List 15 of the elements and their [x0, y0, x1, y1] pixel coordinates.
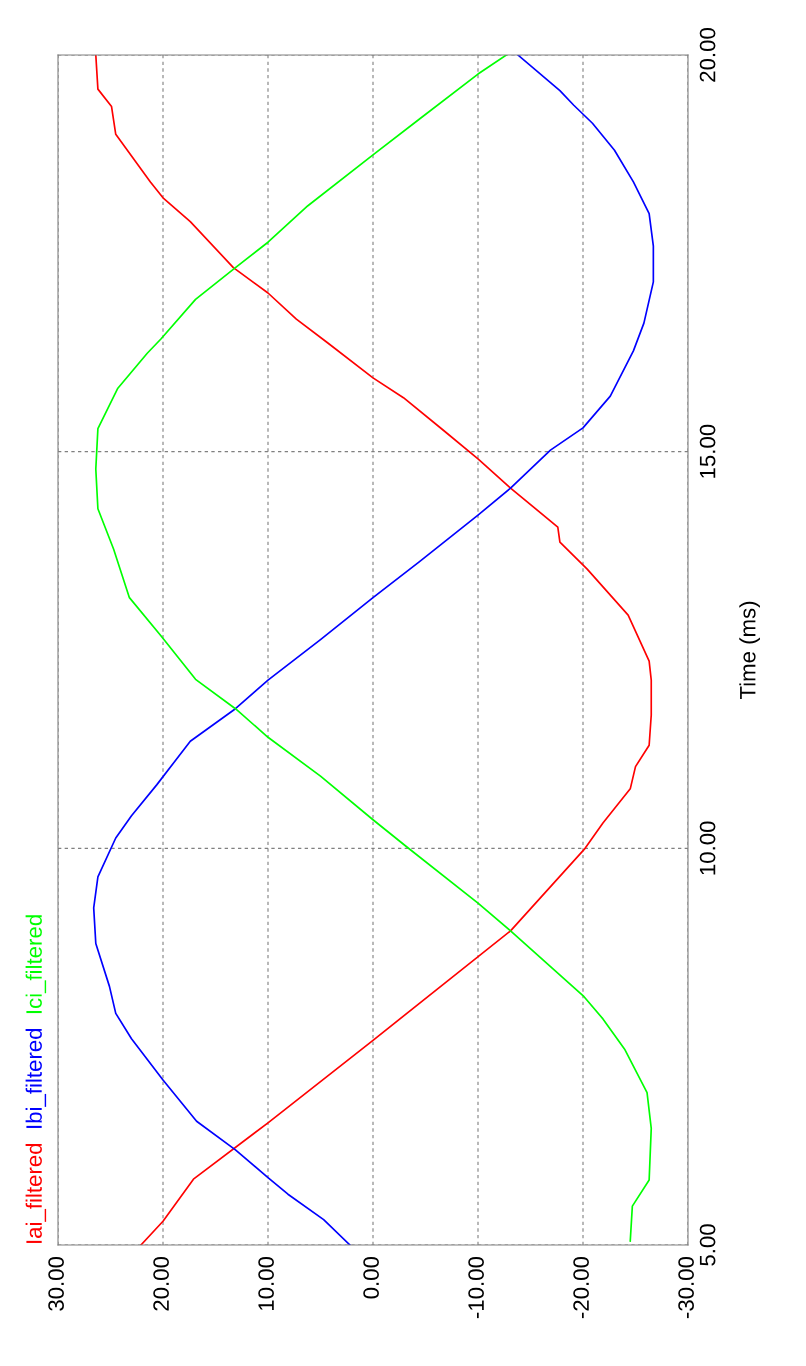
text: Ibi_filtered: [25, 1028, 47, 1128]
x-tick-label: 0.00: [363, 1256, 379, 1299]
x-tick-label: 20.00: [153, 1256, 169, 1311]
text: Iai_filtered: [25, 1143, 47, 1243]
y-tick-label: 5.00: [699, 1224, 716, 1266]
text: Ici_filtered: [25, 915, 47, 1014]
y-tick-label: 20.00: [699, 28, 716, 82]
x-tick-label: -10.00: [468, 1256, 484, 1319]
y-tick-label: 10.00: [699, 821, 716, 875]
y-tick-label: 15.00: [699, 424, 716, 478]
x-tick-label: -20.00: [573, 1256, 589, 1319]
x-tick-label: 10.00: [258, 1256, 274, 1311]
x-tick-label: -30.00: [678, 1256, 694, 1319]
x-tick-label: 30.00: [48, 1256, 64, 1311]
y-axis-title: Time (ms): [739, 601, 760, 700]
